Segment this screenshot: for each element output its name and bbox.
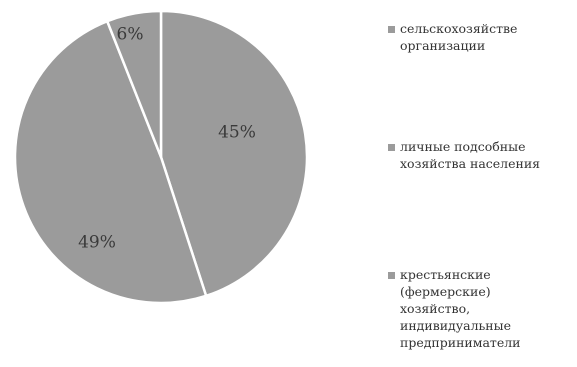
pie-chart: 45% 49% 6% [13, 9, 309, 305]
data-label-farms-entrepreneurs: 6% [117, 25, 144, 45]
legend-item-household-plots: личные подсобные хозяйства населения [388, 138, 540, 172]
pie-slice-agricultural-organizations [159, 9, 309, 298]
legend-item-agricultural-organizations: сельскохозяйстве организации [388, 20, 517, 54]
pie-slices [13, 9, 309, 305]
pie-data-labels: 45% 49% 6% [78, 25, 256, 253]
legend-label-1: личные подсобные хозяйства населения [400, 139, 541, 171]
legend-swatch-2 [388, 272, 395, 279]
pie-slice-farms-entrepreneurs [106, 9, 163, 159]
data-label-household-plots: 49% [78, 233, 116, 253]
legend-swatch-0 [388, 26, 395, 33]
pie-slice-household-plots [13, 20, 208, 305]
legend-label-2: крестьянские (фермерские) хозяйство, инд… [400, 267, 521, 350]
data-label-agricultural-organizations: 45% [218, 123, 256, 143]
legend-swatch-1 [388, 144, 395, 151]
legend: сельскохозяйстве организации личные подс… [388, 0, 577, 367]
legend-label-0: сельскохозяйстве организации [400, 21, 518, 53]
legend-item-farms-entrepreneurs: крестьянские (фермерские) хозяйство, инд… [388, 266, 521, 351]
